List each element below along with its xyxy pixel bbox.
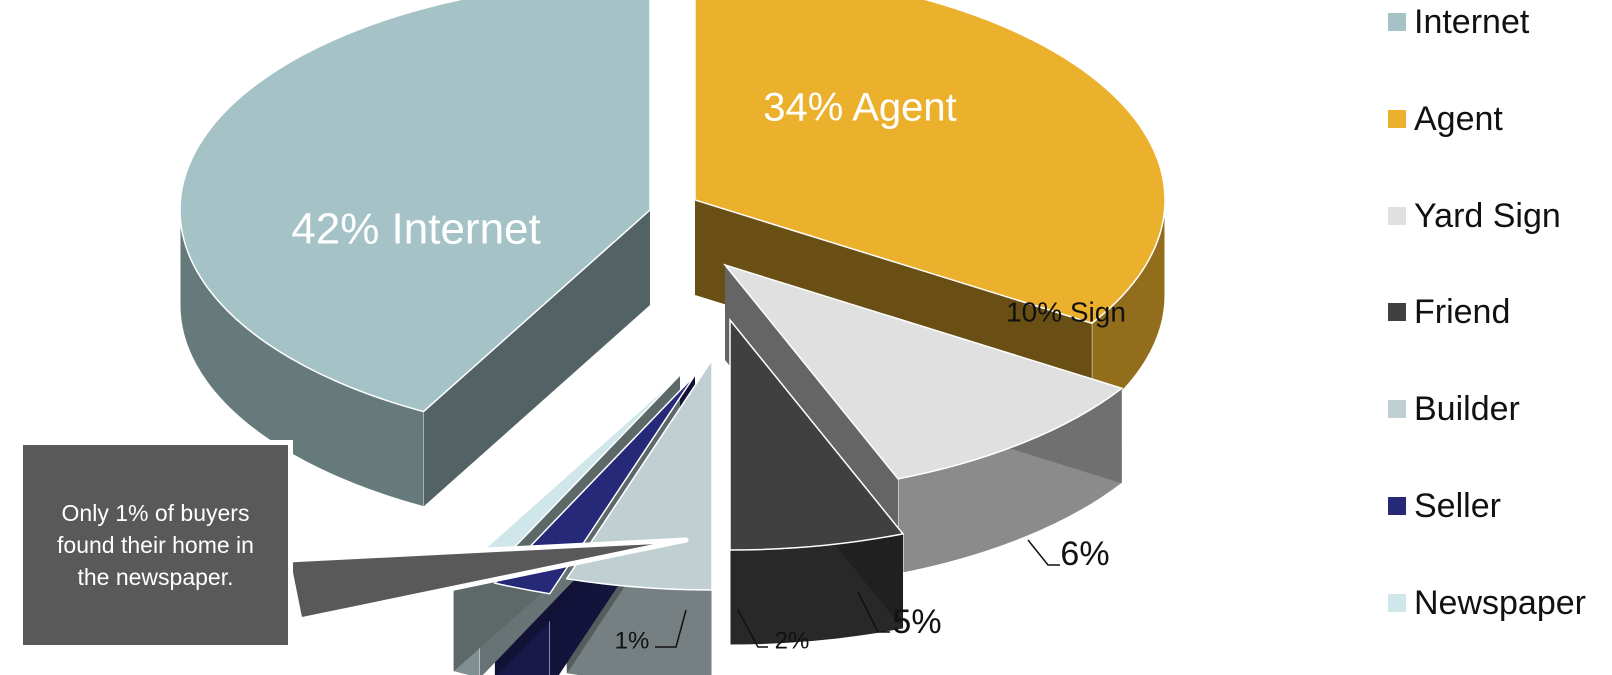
legend-item-seller: Seller	[1388, 486, 1501, 526]
slice-internet	[179, 0, 651, 413]
legend-swatch-yard-sign	[1388, 207, 1406, 225]
legend-swatch-internet	[1388, 13, 1406, 31]
leader-line-seller	[737, 609, 768, 648]
callout-text: Only 1% of buyers found their home in th…	[57, 500, 254, 590]
legend-item-builder: Builder	[1388, 389, 1520, 429]
legend-item-internet: Internet	[1388, 2, 1529, 42]
leader-line-friend	[1027, 539, 1060, 566]
leader-line-newspaper	[655, 609, 687, 648]
legend-item-friend: Friend	[1388, 292, 1510, 332]
callout-box: Only 1% of buyers found their home in th…	[18, 440, 293, 650]
legend-label-internet: Internet	[1414, 2, 1530, 41]
legend-item-newspaper: Newspaper	[1388, 583, 1586, 623]
legend-label-builder: Builder	[1414, 389, 1520, 428]
legend-item-yard-sign: Yard Sign	[1388, 196, 1561, 236]
legend-label-agent: Agent	[1414, 99, 1503, 138]
leader-line-builder	[857, 591, 890, 633]
slice-wall-internet	[423, 210, 650, 507]
legend-swatch-builder	[1388, 400, 1406, 418]
data-labels: 42% Internet 34% Agent 10% Sign 6% 5% 2% 1%	[291, 86, 1126, 655]
slice-tops	[179, 0, 1166, 595]
legend-label-yard-sign: Yard Sign	[1414, 196, 1561, 235]
data-label-friend: 6%	[1060, 535, 1109, 573]
slice-agent	[694, 0, 1166, 325]
slice-friend	[729, 317, 905, 551]
legend-label-seller: Seller	[1414, 486, 1501, 525]
data-label-builder: 5%	[892, 603, 941, 641]
slice-seller	[493, 374, 696, 595]
legend-label-friend: Friend	[1414, 292, 1511, 331]
data-label-agent: 34% Agent	[763, 86, 957, 130]
data-label-yard-sign: 10% Sign	[1006, 296, 1126, 327]
legend-swatch-newspaper	[1388, 594, 1406, 612]
slice-yard-sign	[722, 263, 1124, 480]
data-label-internet: 42% Internet	[291, 205, 541, 254]
data-label-newspaper: 1%	[615, 627, 650, 654]
data-label-seller: 2%	[775, 627, 810, 654]
legend-item-agent: Agent	[1388, 99, 1503, 139]
legend-swatch-friend	[1388, 303, 1406, 321]
pie-chart: 42% Internet 34% Agent 10% Sign 6% 5% 2% 1%	[179, 0, 1166, 675]
legend-swatch-agent	[1388, 110, 1406, 128]
legend-swatch-seller	[1388, 497, 1406, 515]
legend-label-newspaper: Newspaper	[1414, 583, 1586, 622]
callout-pointer	[285, 537, 689, 623]
slice-builder	[565, 357, 713, 591]
